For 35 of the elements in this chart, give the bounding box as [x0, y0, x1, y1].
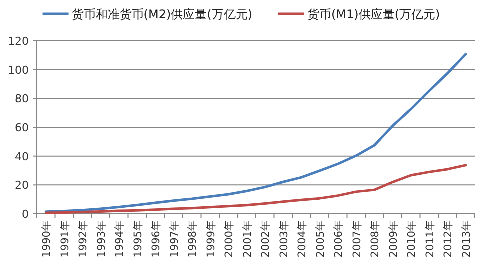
y-tick-label: 100: [8, 64, 29, 77]
x-tick-label: 1998年: [187, 220, 200, 258]
x-tick-label: 1990年: [41, 220, 54, 258]
x-tick-label: 1994年: [114, 220, 126, 258]
x-tick-label: 2010年: [406, 220, 418, 258]
x-tick-label: 1997年: [168, 220, 181, 258]
y-tick-label: 80: [15, 92, 29, 106]
line-series: [44, 53, 468, 214]
x-tick-label: 2007年: [351, 220, 364, 258]
x-tick-label: 2004年: [296, 220, 309, 258]
legend-label: 货币和准货币(M2)供应量(万亿元): [72, 8, 252, 22]
x-tick-label: 2003年: [278, 220, 290, 258]
x-tick-label: 1993年: [96, 220, 108, 258]
x-tick-label: 2008年: [370, 220, 382, 258]
x-tick-label: 1999年: [205, 220, 218, 258]
x-tick-label: 2006年: [333, 220, 346, 258]
x-tick-label: 1995年: [132, 220, 144, 258]
line-series: [44, 164, 468, 214]
x-tick-label: 1996年: [150, 220, 163, 258]
x-tick-label: 2011年: [424, 220, 436, 258]
x-tick-label: 2005年: [314, 220, 327, 258]
x-tick-label: 2013年: [460, 220, 473, 258]
x-tick-label: 1992年: [78, 220, 90, 258]
x-tick-label: 2000年: [224, 220, 236, 258]
legend-label: 货币(M1)供应量(万亿元): [308, 8, 440, 22]
x-tick-label: 2002年: [260, 220, 272, 258]
y-tick-label: 20: [15, 179, 29, 192]
x-tick-label: 2001年: [242, 220, 254, 258]
y-tick-label: 120: [8, 35, 29, 48]
x-tick-label: 2009年: [388, 220, 400, 258]
y-tick-label: 60: [15, 122, 29, 134]
x-tick-label: 1991年: [59, 220, 72, 258]
x-tick-label: 2012年: [442, 220, 455, 258]
y-tick-label: 40: [15, 150, 29, 164]
y-tick-label: 0: [22, 208, 29, 221]
